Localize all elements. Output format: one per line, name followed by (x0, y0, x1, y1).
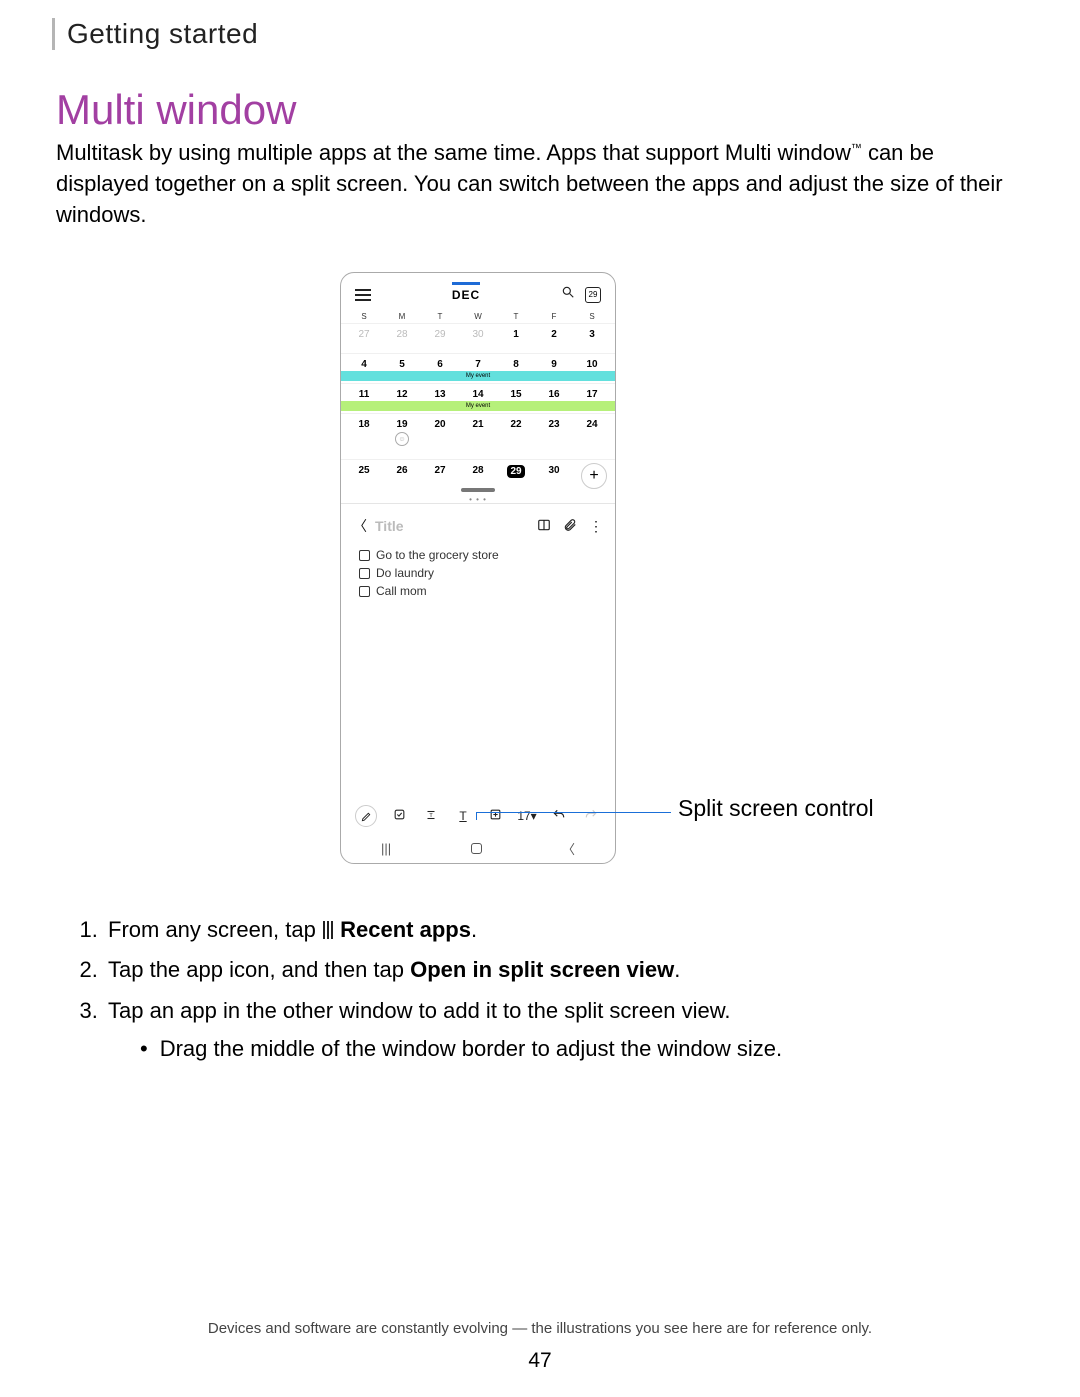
checkbox-icon[interactable] (359, 586, 370, 597)
instruction-step: Tap an app in the other window to add it… (104, 993, 1010, 1068)
calendar-day-cell[interactable]: 22 (497, 417, 535, 456)
calendar-day-cell[interactable]: 30 (535, 463, 573, 488)
calendar-day-cell[interactable]: 30 (459, 327, 497, 350)
callout-connector (476, 812, 477, 820)
back-nav-icon[interactable]: 〈 (562, 839, 575, 858)
calendar-day-cell[interactable]: 28 (459, 463, 497, 488)
calendar-day-cell[interactable]: 18 (345, 417, 383, 456)
checkbox-icon[interactable] (359, 550, 370, 561)
instructions-list: From any screen, tap Recent apps. Tap th… (82, 912, 1010, 1071)
phone-illustration: DEC 29 S M T W T F S 2728293012345678910… (340, 272, 616, 864)
intro-paragraph: Multitask by using multiple apps at the … (56, 138, 1024, 230)
list-item[interactable]: Call mom (359, 582, 597, 600)
callout-label: Split screen control (678, 795, 874, 822)
calendar-day-cell[interactable]: 27 (421, 463, 459, 488)
svg-text:T: T (429, 812, 433, 818)
open-split-view-label: Open in split screen view (410, 957, 674, 982)
calendar-event-bar[interactable]: My event (341, 401, 615, 411)
notes-topbar: 〈 Title ⋮ (341, 504, 615, 540)
text-style-icon[interactable]: T (453, 809, 473, 823)
calendar-week-row: 27282930123 (341, 323, 615, 353)
calendar-day-cell[interactable]: 23 (535, 417, 573, 456)
callout-line (476, 812, 671, 813)
calendar-grid: 2728293012345678910My event1112131415161… (341, 323, 615, 491)
reader-icon[interactable] (537, 518, 551, 535)
pen-icon[interactable] (355, 805, 377, 827)
calendar-day-cell[interactable]: 28 (383, 327, 421, 350)
recent-apps-label: Recent apps (340, 917, 471, 942)
calendar-week-row: 1819☺2021222324 (341, 413, 615, 459)
search-icon[interactable] (561, 285, 575, 304)
more-icon[interactable]: ⋮ (589, 518, 603, 535)
section-title: Multi window (56, 86, 296, 134)
calendar-day-cell[interactable]: 1 (497, 327, 535, 350)
calendar-week-row: 252627282930 + (341, 459, 615, 491)
calendar-day-cell[interactable]: 19☺ (383, 417, 421, 456)
calendar-week-row: 11121314151617My event (341, 383, 615, 413)
calendar-day-cell[interactable]: 24 (573, 417, 611, 456)
calendar-day-cell[interactable]: 3 (573, 327, 611, 350)
instruction-substep: Drag the middle of the window border to … (136, 1031, 1010, 1067)
sticker-icon: ☺ (395, 432, 409, 446)
home-nav-icon[interactable] (471, 843, 482, 854)
today-icon[interactable]: 29 (585, 287, 601, 303)
note-title-placeholder[interactable]: Title (375, 518, 404, 534)
system-navbar: ||| 〈 (341, 833, 615, 863)
undo-icon[interactable] (549, 808, 569, 825)
notes-toolbar: T T 17▾ (341, 799, 615, 833)
back-icon[interactable]: 〈 (353, 516, 367, 536)
calendar-event-bar[interactable]: My event (341, 371, 615, 381)
trademark-symbol: ™ (851, 143, 862, 155)
text-format-icon[interactable]: T (421, 808, 441, 825)
checkbox-tool-icon[interactable] (389, 808, 409, 824)
menu-icon[interactable] (355, 289, 371, 301)
page-number: 47 (0, 1349, 1080, 1373)
redo-icon[interactable] (581, 808, 601, 825)
calendar-day-cell[interactable]: 21 (459, 417, 497, 456)
day-of-week-row: S M T W T F S (341, 310, 615, 323)
calendar-week-row: 45678910My event (341, 353, 615, 383)
add-event-button[interactable]: + (581, 463, 607, 489)
calendar-day-cell[interactable]: 20 (421, 417, 459, 456)
intro-text-pre: Multitask by using multiple apps at the … (56, 140, 851, 165)
list-item[interactable]: Do laundry (359, 564, 597, 582)
checkbox-icon[interactable] (359, 568, 370, 579)
calendar-day-cell[interactable]: 26 (383, 463, 421, 488)
attach-icon[interactable] (563, 518, 577, 535)
calendar-day-cell[interactable]: 25 (345, 463, 383, 488)
calendar-day-cell[interactable]: 29 (497, 463, 535, 488)
breadcrumb-container: Getting started (52, 18, 258, 50)
checklist: Go to the grocery store Do laundry Call … (341, 540, 615, 606)
month-text: DEC (452, 288, 480, 302)
recent-apps-icon (323, 921, 333, 939)
recents-nav-icon[interactable]: ||| (381, 841, 391, 856)
breadcrumb: Getting started (67, 18, 258, 50)
instruction-step: From any screen, tap Recent apps. (104, 912, 1010, 948)
calendar-day-cell[interactable]: 2 (535, 327, 573, 350)
calendar-day-cell[interactable]: 29 (421, 327, 459, 350)
calendar-month[interactable]: DEC (452, 288, 480, 302)
calendar-day-cell[interactable]: 27 (345, 327, 383, 350)
insert-icon[interactable] (485, 808, 505, 824)
footer-disclaimer: Devices and software are constantly evol… (0, 1320, 1080, 1337)
calendar-topbar: DEC 29 (341, 273, 615, 310)
list-item[interactable]: Go to the grocery store (359, 546, 597, 564)
instruction-step: Tap the app icon, and then tap Open in s… (104, 952, 1010, 988)
